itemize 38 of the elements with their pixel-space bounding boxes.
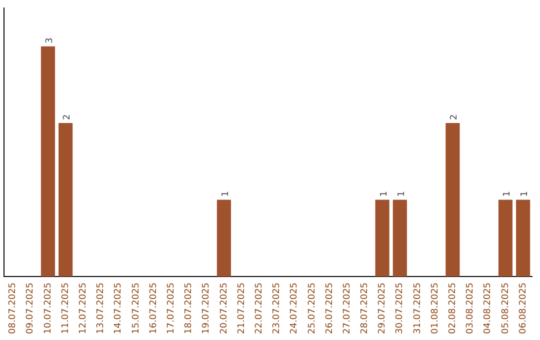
data-label: 1: [396, 191, 407, 197]
data-label: 1: [379, 191, 390, 197]
x-tick-label: 05.08.2025: [500, 282, 511, 334]
x-tick-label: 10.07.2025: [43, 282, 54, 334]
x-tick-label: 26.07.2025: [324, 282, 335, 334]
x-tick-label: 14.07.2025: [114, 282, 124, 334]
x-tick-label: 03.08.2025: [466, 282, 476, 334]
x-tick-label: 28.07.2025: [360, 282, 370, 334]
x-tick-label: 02.08.2025: [448, 282, 458, 334]
x-tick-label: 20.07.2025: [219, 282, 230, 334]
x-tick-label: 22.07.2025: [254, 282, 264, 334]
x-tick-label: 09.07.2025: [26, 282, 36, 334]
x-tick-label: 21.07.2025: [236, 282, 247, 334]
x-tick-label: 01.08.2025: [430, 282, 440, 334]
x-tick-label: 17.07.2025: [166, 282, 176, 334]
x-tick-label: 06.08.2025: [518, 282, 528, 334]
data-label: 2: [450, 114, 460, 120]
data-label: 2: [62, 114, 73, 120]
x-tick-label: 08.07.2025: [8, 282, 18, 334]
x-tick-label: 16.07.2025: [148, 282, 159, 334]
x-tick-label: 30.07.2025: [395, 282, 406, 334]
x-tick-label: 24.07.2025: [290, 282, 300, 334]
data-label: 3: [44, 38, 55, 44]
x-tick-label: 18.07.2025: [184, 282, 194, 334]
x-tick-label: 15.07.2025: [131, 282, 142, 334]
x-tick-label: 19.07.2025: [202, 282, 212, 334]
x-tick-label: 12.07.2025: [78, 282, 89, 334]
data-label: 1: [520, 191, 530, 197]
x-tick-label: 27.07.2025: [342, 282, 352, 334]
x-tick-label: 04.08.2025: [483, 282, 494, 334]
data-label: 1: [502, 191, 512, 197]
x-tick-label: 11.07.2025: [60, 282, 71, 334]
x-tick-label: 23.07.2025: [272, 282, 282, 334]
x-tick-label: 29.07.2025: [378, 282, 388, 334]
x-tick-label: 13.07.2025: [96, 282, 106, 334]
x-tick-label: 31.07.2025: [412, 282, 423, 334]
x-tick-label: 25.07.2025: [307, 282, 318, 334]
data-label: 1: [220, 191, 231, 197]
